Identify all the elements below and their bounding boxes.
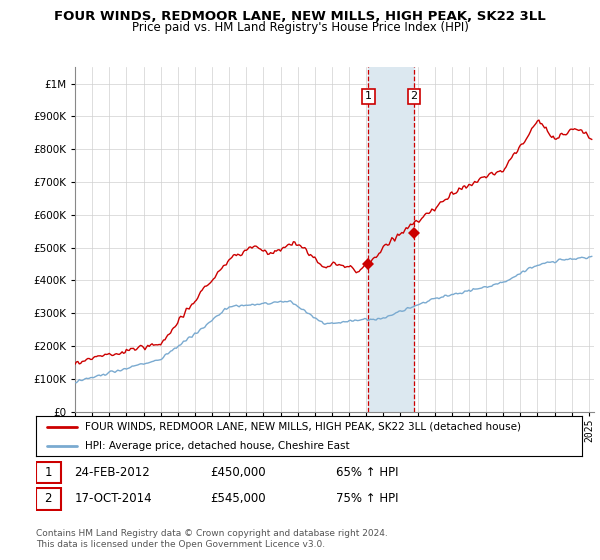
Text: Price paid vs. HM Land Registry's House Price Index (HPI): Price paid vs. HM Land Registry's House … — [131, 21, 469, 34]
Text: 75% ↑ HPI: 75% ↑ HPI — [337, 492, 399, 506]
Text: 2: 2 — [410, 91, 418, 101]
Text: 1: 1 — [365, 91, 372, 101]
Text: £545,000: £545,000 — [211, 492, 266, 506]
Text: 1: 1 — [44, 466, 52, 479]
Text: 17-OCT-2014: 17-OCT-2014 — [74, 492, 152, 506]
Text: FOUR WINDS, REDMOOR LANE, NEW MILLS, HIGH PEAK, SK22 3LL (detached house): FOUR WINDS, REDMOOR LANE, NEW MILLS, HIG… — [85, 422, 521, 432]
Text: Contains HM Land Registry data © Crown copyright and database right 2024.: Contains HM Land Registry data © Crown c… — [36, 529, 388, 538]
Text: 65% ↑ HPI: 65% ↑ HPI — [337, 466, 399, 479]
Text: HPI: Average price, detached house, Cheshire East: HPI: Average price, detached house, Ches… — [85, 441, 350, 450]
Text: 2: 2 — [44, 492, 52, 506]
Text: FOUR WINDS, REDMOOR LANE, NEW MILLS, HIGH PEAK, SK22 3LL: FOUR WINDS, REDMOOR LANE, NEW MILLS, HIG… — [54, 10, 546, 23]
Bar — [368, 67, 414, 412]
Text: This data is licensed under the Open Government Licence v3.0.: This data is licensed under the Open Gov… — [36, 540, 325, 549]
Text: 24-FEB-2012: 24-FEB-2012 — [74, 466, 150, 479]
FancyBboxPatch shape — [36, 462, 61, 483]
FancyBboxPatch shape — [36, 488, 61, 510]
Text: £450,000: £450,000 — [211, 466, 266, 479]
